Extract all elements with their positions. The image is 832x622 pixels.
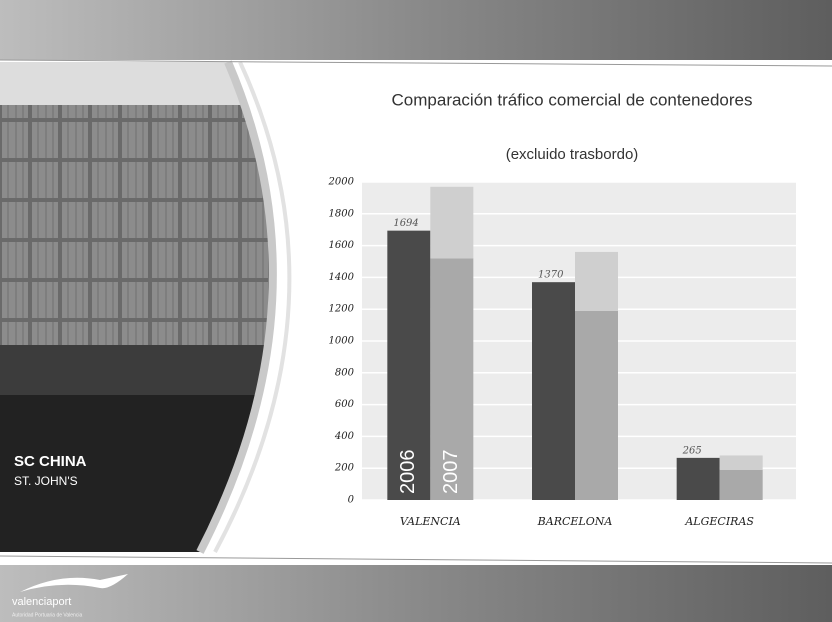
bar xyxy=(719,469,763,500)
bar xyxy=(387,230,431,501)
series-label: 2007 xyxy=(440,450,462,495)
y-tick-label: 600 xyxy=(335,399,355,410)
ship-port: ST. JOHN'S xyxy=(14,474,78,488)
y-tick-label: 1800 xyxy=(329,208,355,219)
x-tick-label: ALGECIRAS xyxy=(684,515,754,528)
y-tick-label: 2000 xyxy=(328,177,355,188)
photo: SC CHINA ST. JOHN'S xyxy=(0,62,273,552)
bottom-band xyxy=(0,565,832,622)
series-label: 2006 xyxy=(397,450,419,495)
y-tick-label: 1400 xyxy=(329,272,355,283)
value-label: 265 xyxy=(682,445,702,456)
bar-segment xyxy=(430,186,474,259)
y-tick-label: 0 xyxy=(348,495,355,506)
y-tick-label: 1000 xyxy=(329,336,355,347)
divider xyxy=(0,59,832,67)
bar-segment xyxy=(575,251,618,311)
value-label: 1370 xyxy=(538,270,564,281)
value-label: 1694 xyxy=(393,218,418,229)
logo-text: valenciaport xyxy=(12,596,71,608)
chart: 0 200 400 600 800 1000 1200 1400 1600 1800 2000 VAL… xyxy=(328,177,796,528)
bar xyxy=(532,282,575,500)
ship-name: SC CHINA xyxy=(14,453,87,470)
y-tick-label: 1600 xyxy=(329,240,355,251)
logo-mark xyxy=(20,574,128,592)
bar-segment xyxy=(719,455,763,470)
bar xyxy=(676,457,720,500)
arc xyxy=(196,60,277,554)
logo-tagline: Autoridad Portuaria de Valencia xyxy=(12,612,82,618)
chart-subtitle: (excluido trasbordo) xyxy=(506,146,639,163)
bar xyxy=(575,310,618,500)
y-tick-label: 1200 xyxy=(329,304,355,315)
x-tick-label: VALENCIA xyxy=(400,515,461,528)
y-tick-label: 400 xyxy=(334,431,355,442)
x-tick-label: BARCELONA xyxy=(537,515,613,528)
top-band xyxy=(0,0,832,60)
arc xyxy=(213,61,292,553)
chart-title: Comparación tráfico comercial de contene… xyxy=(392,90,753,109)
bar xyxy=(430,258,474,500)
y-tick-label: 800 xyxy=(335,367,355,378)
divider xyxy=(0,555,832,564)
y-tick-label: 200 xyxy=(334,463,355,474)
